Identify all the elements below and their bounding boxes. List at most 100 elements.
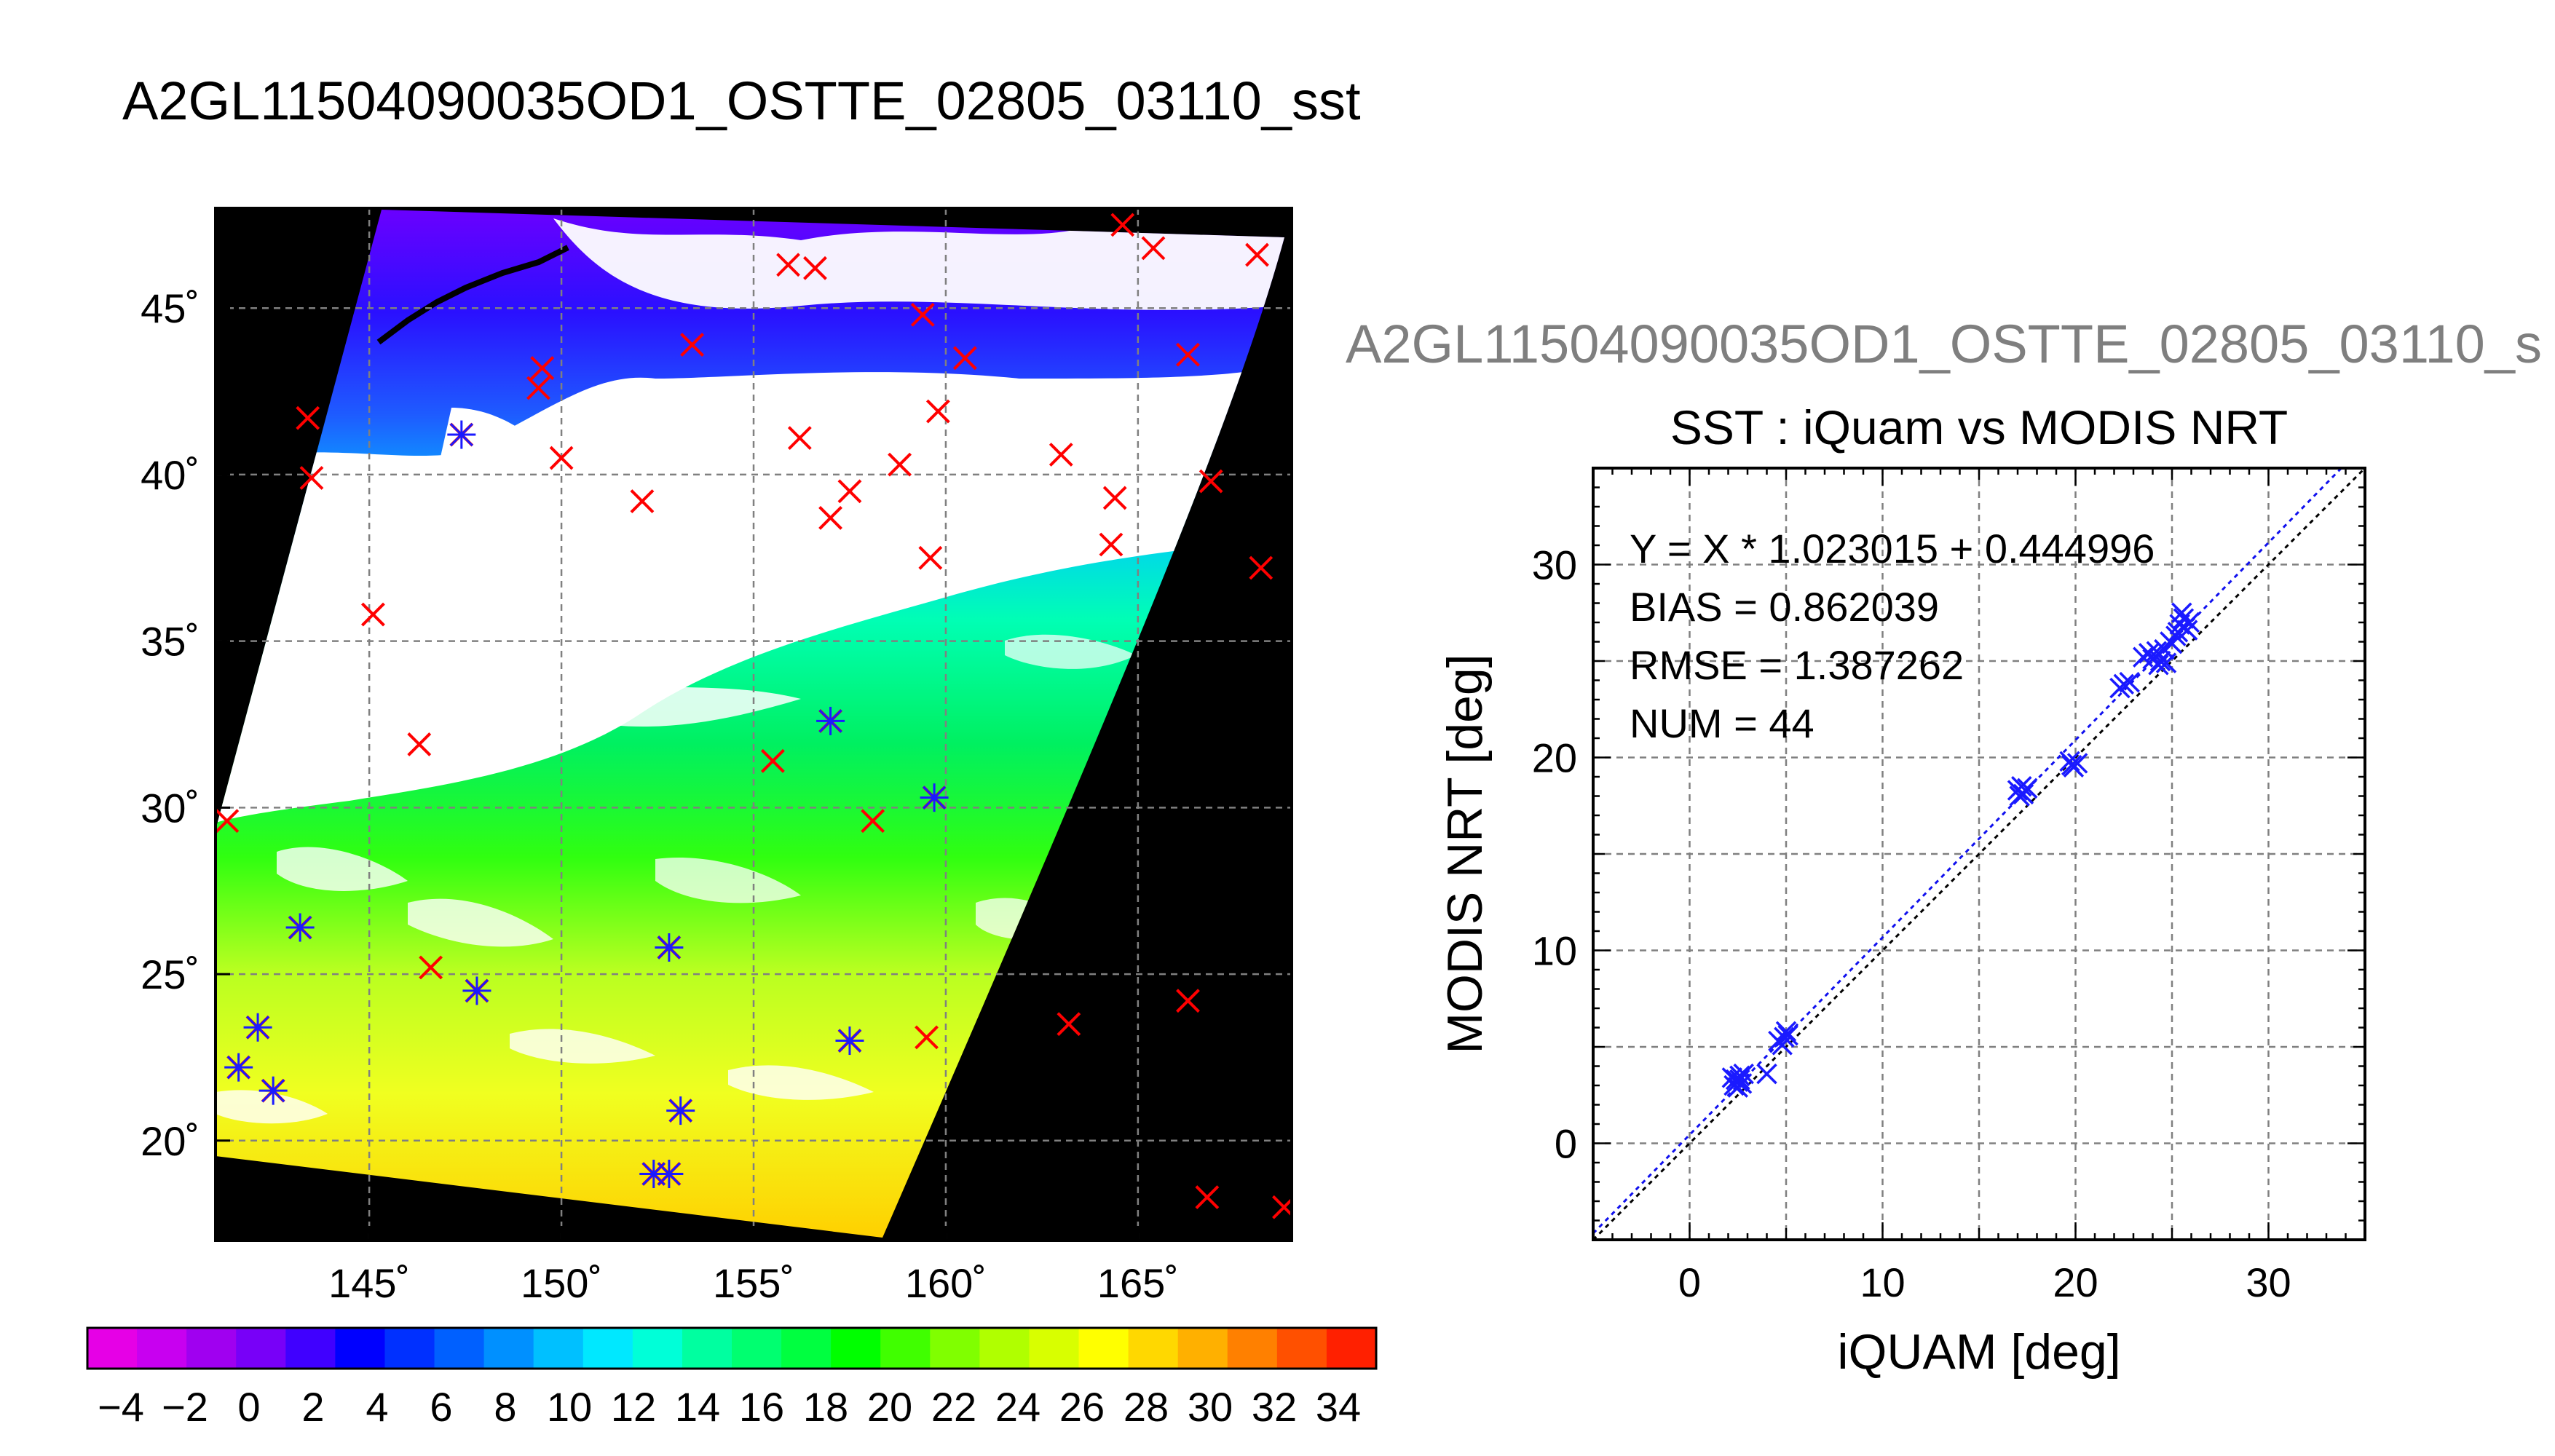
cloud-mask	[216, 218, 1284, 1124]
insitu-marker	[1249, 555, 1273, 580]
insitu-marker	[915, 1025, 939, 1050]
colorbar-swatch	[979, 1328, 1030, 1369]
colorbar-label: 26	[1059, 1384, 1105, 1430]
scatter-annotation: BIAS = 0.862039	[1630, 584, 1939, 630]
scatter-point	[1774, 1026, 1795, 1048]
match-marker-blue	[639, 1160, 668, 1189]
match-marker-blue	[655, 933, 684, 962]
insitu-marker	[1049, 443, 1073, 467]
insitu-marker	[1176, 989, 1200, 1013]
colorbar-swatch	[434, 1328, 485, 1369]
insitu-marker	[419, 955, 443, 980]
insitu-marker	[526, 376, 550, 400]
map-x-tick-label: 165˚	[1097, 1260, 1179, 1306]
scatter-point	[1775, 1021, 1797, 1042]
scatter-point	[1756, 1063, 1777, 1085]
insitu-marker	[1198, 469, 1223, 494]
match-marker-blue	[816, 706, 845, 735]
colorbar-label: −4	[98, 1384, 144, 1430]
scatter-annotations: Y = X * 1.023015 + 0.444996 BIAS = 0.8620…	[1630, 526, 2155, 746]
scatter-point	[2061, 754, 2082, 776]
colorbar-swatch	[236, 1328, 286, 1369]
match-marker-blue	[243, 1013, 272, 1042]
insitu-marker	[837, 479, 862, 504]
scatter-point	[1733, 1063, 1754, 1085]
scatter-point	[2009, 786, 2030, 807]
colorbar-swatch	[1326, 1328, 1377, 1369]
map-y-tick-label: 40˚	[141, 452, 200, 498]
scatter-point	[1721, 1067, 1743, 1088]
scatter-subtitle: A2GL11504090035OD1_OSTTE_02805_03110_s	[1346, 314, 2542, 374]
colorbar-label: 30	[1188, 1384, 1233, 1430]
scatter-y-tick-label: 0	[1555, 1121, 1577, 1167]
scatter-point	[2059, 751, 2080, 772]
colorbar-label: 10	[547, 1384, 592, 1430]
insitu-marker	[630, 489, 655, 513]
scatter-x-tick-label: 20	[2053, 1259, 2098, 1305]
match-markers	[224, 420, 949, 1189]
map-x-tick-label: 145˚	[328, 1260, 410, 1306]
map-y-tick-label: 20˚	[141, 1118, 200, 1164]
scatter-point	[2138, 643, 2160, 664]
scatter-y-label: MODIS NRT [deg]	[1437, 654, 1493, 1053]
colorbar-swatch	[682, 1328, 732, 1369]
scatter-point	[2161, 633, 2183, 654]
scatter-grid	[1593, 468, 2365, 1240]
colorbar-swatch	[1128, 1328, 1179, 1369]
colorbar-label: 6	[430, 1384, 452, 1430]
scatter-y-tick-label: 30	[1532, 542, 1577, 588]
scatter-point	[2171, 602, 2192, 623]
satellite-swath	[216, 210, 1284, 1238]
scatter-point	[2066, 753, 2088, 774]
scatter-point	[2119, 671, 2140, 693]
colorbar-label: 20	[867, 1384, 912, 1430]
insitu-markers	[216, 213, 1292, 1219]
match-marker-blue	[835, 1026, 864, 1056]
colorbar-label: 16	[739, 1384, 784, 1430]
insitu-marker	[1099, 532, 1124, 557]
colorbar-swatch	[1227, 1328, 1278, 1369]
match-marker-blue	[920, 783, 949, 812]
colorbar-label: 14	[675, 1384, 720, 1430]
colorbar-label: −2	[162, 1384, 208, 1430]
scatter-point	[1768, 1030, 1789, 1052]
colorbar-label: 24	[995, 1384, 1040, 1430]
insitu-marker	[818, 505, 842, 530]
insitu-marker	[530, 356, 555, 380]
match-marker-blue	[447, 420, 476, 449]
map-x-tick-label: 150˚	[521, 1260, 602, 1306]
scatter-point	[2173, 608, 2195, 629]
scatter-y-tick-label: 10	[1532, 928, 1577, 974]
colorbar-swatch	[384, 1328, 435, 1369]
insitu-marker	[1110, 213, 1135, 237]
scatter-point	[1777, 1024, 1798, 1046]
scatter-lines	[1592, 467, 2366, 1241]
colorbar-swatch	[186, 1328, 237, 1369]
insitu-marker	[296, 405, 320, 430]
map-y-tick-label: 45˚	[141, 285, 200, 331]
insitu-marker	[1057, 1012, 1081, 1037]
insitu-marker	[888, 452, 912, 477]
colorbar-label: 32	[1252, 1384, 1297, 1430]
colorbar-swatch	[1177, 1328, 1228, 1369]
insitu-marker	[787, 426, 812, 451]
colorbar-swatch	[831, 1328, 881, 1369]
colorbar-swatch	[1276, 1328, 1327, 1369]
map-y-tick-label: 30˚	[141, 785, 200, 831]
colorbar-label: 12	[611, 1384, 656, 1430]
colorbar-swatch	[583, 1328, 633, 1369]
scatter-point	[2113, 673, 2134, 695]
scatter-ticks: 0 10 20 30 0 10 20 30	[1532, 467, 2366, 1305]
colorbar-swatch	[880, 1328, 931, 1369]
scatter-x-tick-label: 10	[1860, 1259, 1905, 1305]
map-x-tick-label: 160˚	[905, 1260, 987, 1306]
colorbar-swatch	[1078, 1328, 1129, 1369]
colorbar-labels: −4 −2 0 2 4 6 8 10 12 14 16 18 20 22 24 26 28 30 32 34	[98, 1384, 1361, 1430]
colorbar-swatch	[483, 1328, 534, 1369]
colorbar-label: 4	[366, 1384, 388, 1430]
colorbar-swatch	[285, 1328, 336, 1369]
insitu-marker	[776, 253, 800, 277]
match-marker-blue	[258, 1076, 288, 1105]
